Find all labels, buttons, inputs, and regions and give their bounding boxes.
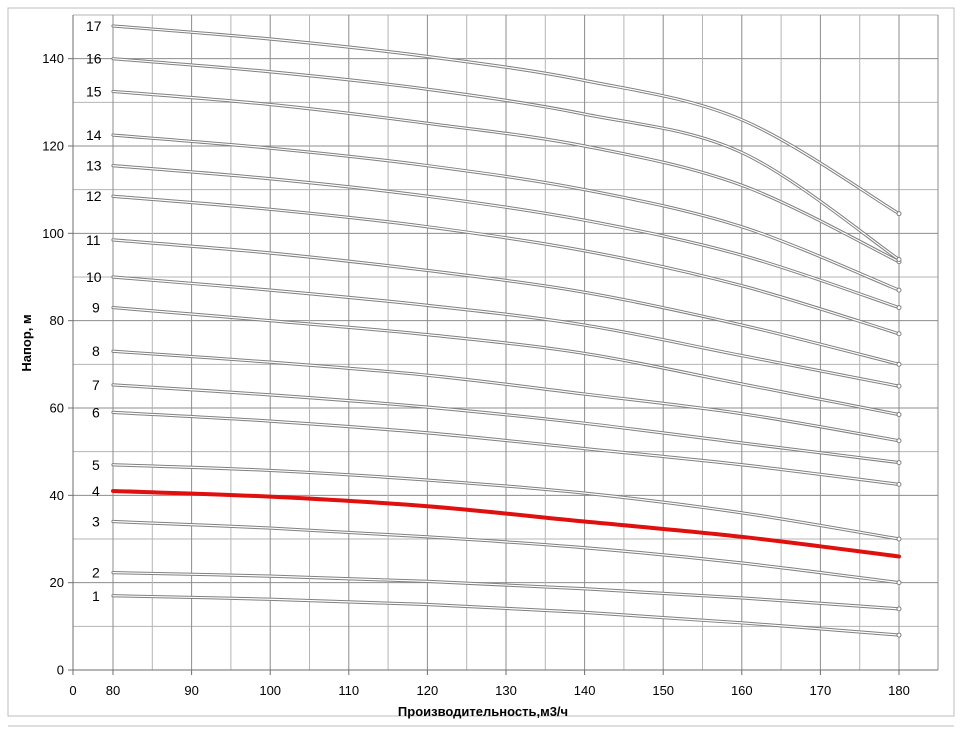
curve-label-7: 7 [92, 377, 100, 393]
y-tick-label: 60 [50, 401, 64, 416]
series-line-14-core [112, 134, 900, 291]
series-end-point-10 [896, 383, 902, 389]
series-end-point-1 [896, 632, 902, 638]
curve-label-1: 1 [92, 588, 100, 604]
x-tick-label: 130 [495, 683, 517, 698]
series-line-6-core [112, 411, 900, 486]
x-tick-label: 90 [184, 683, 198, 698]
series-end-point-6 [896, 481, 902, 487]
series-end-point-11 [896, 361, 902, 367]
series-end-point-2 [896, 606, 902, 612]
y-tick-label: 140 [42, 51, 64, 66]
grid [73, 14, 939, 670]
curve-label-13: 13 [86, 158, 102, 174]
curve-label-14: 14 [86, 127, 102, 143]
series-end-point-3 [896, 580, 902, 586]
series-line-4 [111, 488, 901, 559]
x-tick-label: 170 [810, 683, 832, 698]
curve-label-3: 3 [92, 514, 100, 530]
series-line-16-core [112, 58, 900, 261]
series-end-point-17 [896, 211, 902, 217]
curve-label-12: 12 [86, 188, 102, 204]
x-tick-label: 120 [417, 683, 439, 698]
series-end-point-12 [896, 331, 902, 337]
curve-label-17: 17 [86, 18, 102, 34]
x-tick-label: 80 [106, 683, 120, 698]
curve-label-8: 8 [92, 343, 100, 359]
curve-label-15: 15 [86, 83, 102, 99]
curve-label-4: 4 [92, 483, 100, 499]
series-line-1-core [112, 595, 900, 636]
curve-label-2: 2 [92, 565, 100, 581]
x-tick-label: 100 [259, 683, 281, 698]
y-tick-label: 0 [57, 663, 64, 678]
series-end-point-13 [896, 305, 902, 311]
curve-label-10: 10 [86, 269, 102, 285]
curve-label-11: 11 [86, 232, 101, 248]
curve-label-16: 16 [86, 51, 102, 67]
y-tick-label: 100 [42, 226, 64, 241]
series-line-3-core [112, 520, 900, 584]
series-line-13-core [112, 165, 900, 309]
series-line-5-core [112, 464, 900, 540]
series-end-point-8 [896, 438, 902, 444]
curve-label-9: 9 [92, 300, 100, 316]
x-tick-label: 180 [888, 683, 910, 698]
y-tick-label: 120 [42, 139, 64, 154]
series-line-15-core [112, 90, 900, 263]
curve-label-6: 6 [92, 404, 100, 420]
y-tick-label: 40 [50, 488, 64, 503]
y-tick-label: 20 [50, 575, 64, 590]
x-tick-label: 160 [731, 683, 753, 698]
series-end-point-7 [896, 460, 902, 466]
chart-border [7, 7, 955, 717]
series-line-9-core [112, 306, 900, 416]
curve-label-5: 5 [92, 457, 100, 473]
x-tick-label: 110 [338, 683, 359, 698]
x-tick-label: 140 [574, 683, 596, 698]
series-end-point-9 [896, 412, 902, 418]
series-line-7-core [112, 384, 900, 464]
series-line-17-core [112, 25, 900, 215]
series-line-8-core [112, 350, 900, 442]
x-tick-label: 150 [652, 683, 674, 698]
axes [68, 15, 938, 675]
y-tick-label: 80 [50, 313, 64, 328]
series-end-point-5 [896, 536, 902, 542]
x-axis-title: Производительность,м3/ч [398, 704, 568, 719]
series-end-point-14 [896, 287, 902, 293]
series-group [111, 24, 902, 638]
series-line-10-core [112, 276, 900, 387]
series-line-11-core [112, 239, 900, 365]
series-end-point-16 [896, 257, 902, 263]
series-line-12-core [112, 195, 900, 335]
series-line-2-core [112, 572, 900, 610]
y-axis-title: Напор, м [19, 314, 34, 371]
x-tick-label: 0 [69, 683, 76, 698]
